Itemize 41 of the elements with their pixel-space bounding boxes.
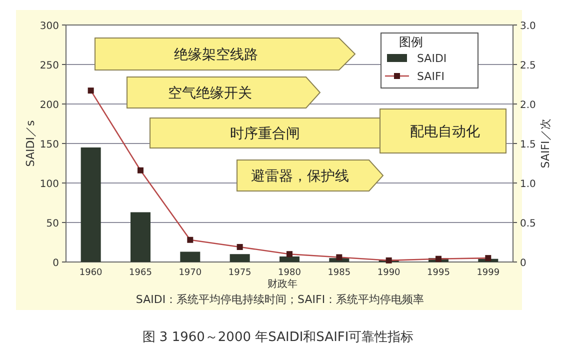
y-tick-label: 150 bbox=[40, 140, 59, 150]
y2-tick-label: 1.0 bbox=[520, 179, 536, 190]
x-tick-label: 1999 bbox=[476, 268, 500, 278]
text: SAIDI：系统平均停电持续时间；SAIFI：系统平均停电频率 bbox=[136, 293, 424, 306]
legend-title: 图例 bbox=[399, 35, 423, 49]
text: 图 3 1960～2000 年SAIDI和SAIFI可靠性指标 bbox=[142, 330, 414, 345]
x-tick-label: 1995 bbox=[427, 268, 450, 278]
y-tick-label: 250 bbox=[40, 60, 59, 72]
annotation: 配电自动化 bbox=[410, 124, 480, 140]
x-tick-label: 1965 bbox=[129, 268, 152, 278]
bar bbox=[80, 147, 101, 262]
x-tick-label: 1985 bbox=[328, 268, 351, 278]
bar bbox=[180, 252, 200, 262]
y2-tick-label: 3.0 bbox=[520, 21, 536, 32]
annotation: 避雷器，保护线 bbox=[251, 168, 349, 184]
bar bbox=[280, 256, 300, 262]
y-axis-title: SAIDI／s bbox=[24, 120, 37, 167]
y-tick-label: 50 bbox=[46, 218, 59, 230]
x-tick-label: 1960 bbox=[79, 268, 103, 278]
x-tick-label: 1975 bbox=[228, 268, 252, 278]
y-tick-label: 0 bbox=[52, 258, 59, 269]
legend-label: SAIDI bbox=[417, 52, 447, 65]
x-tick-label: 1980 bbox=[278, 268, 302, 278]
y2-tick-label: 0.5 bbox=[520, 218, 536, 230]
y2-tick-label: 1.5 bbox=[520, 140, 536, 150]
legend-label: SAIFI bbox=[417, 70, 445, 83]
bar bbox=[130, 212, 150, 262]
x-tick-label: 1990 bbox=[377, 268, 401, 278]
y-tick-label: 100 bbox=[40, 179, 59, 190]
annotation: 时序重合闸 bbox=[230, 126, 300, 142]
y2-tick-label: 2.5 bbox=[520, 60, 536, 72]
x-tick-label: 1970 bbox=[178, 268, 202, 278]
y-tick-label: 200 bbox=[40, 100, 59, 111]
annotation: 空气绝缘开关 bbox=[168, 86, 252, 102]
y-tick-label: 300 bbox=[40, 21, 59, 32]
y2-tick-label: 2.0 bbox=[520, 100, 536, 111]
bar bbox=[230, 254, 250, 262]
y2-axis-title: SAIFI／次 bbox=[539, 118, 552, 168]
x-axis-title: 财政年 bbox=[268, 278, 298, 290]
annotation: 绝缘架空线路 bbox=[174, 47, 258, 63]
y2-tick-label: 0 bbox=[520, 258, 526, 269]
